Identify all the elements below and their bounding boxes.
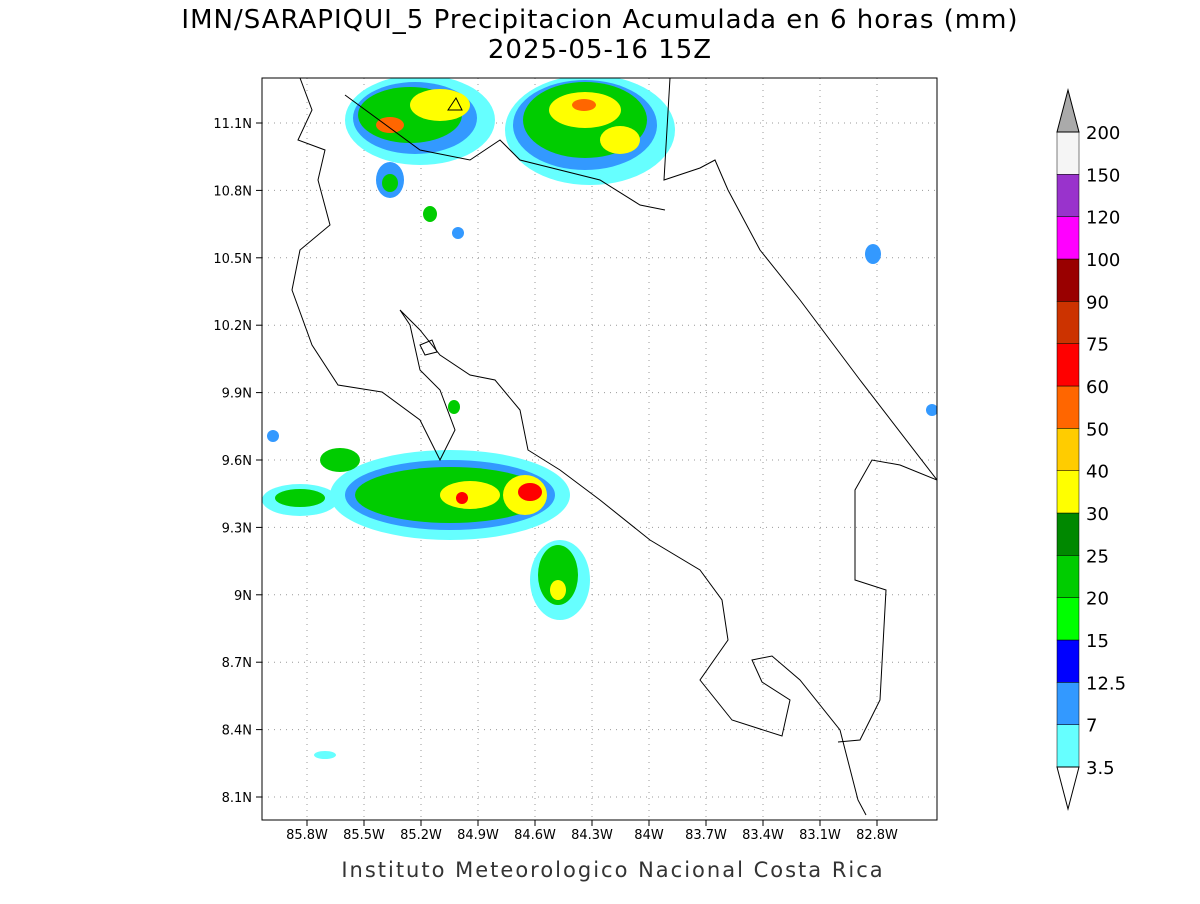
colorbar-label: 25 [1086, 546, 1109, 567]
colorbar-segment [1056, 724, 1080, 768]
lat-label: 8.7N [222, 656, 252, 671]
lon-label: 85.5W [343, 828, 385, 843]
lat-label: 10.8N [213, 184, 252, 199]
axis-ticks: 11.1N 10.8N 10.5N 10.2N 9.9N 9.6N 9.3N 9N 8.7N 8.… [213, 117, 898, 843]
colorbar-label: 120 [1086, 208, 1120, 229]
lon-label: 83.1W [799, 828, 841, 843]
colorbar-label: 20 [1086, 589, 1109, 610]
colorbar-segment [1056, 131, 1080, 175]
colorbar-segment [1056, 385, 1080, 429]
lat-label: 9N [234, 589, 252, 604]
colorbar-label: 40 [1086, 462, 1109, 483]
colorbar-label: 15 [1086, 631, 1109, 652]
lon-label: 84.6W [514, 828, 556, 843]
colorbar-label: 60 [1086, 377, 1109, 398]
colorbar-segment [1056, 682, 1080, 725]
lon-label: 82.8W [856, 828, 898, 843]
colorbar-segment [1056, 174, 1080, 217]
lon-label: 84.9W [457, 828, 499, 843]
lat-label: 8.1N [222, 791, 252, 806]
rain-north-east [505, 78, 675, 185]
lat-label: 8.4N [222, 724, 252, 739]
lon-label: 85.2W [400, 828, 442, 843]
precipitation [262, 78, 937, 759]
title: IMN/SARAPIQUI_5 Precipitacion Acumulada … [181, 5, 1018, 35]
lat-label: 9.9N [222, 387, 252, 402]
colorbar-segment [1056, 343, 1080, 387]
colorbar-over [1056, 88, 1080, 133]
colorbar-label: 150 [1086, 165, 1120, 186]
lon-label: 84.3W [571, 828, 613, 843]
lon-label: 84W [634, 828, 664, 843]
colorbar-label: 12.5 [1086, 673, 1126, 694]
colorbar-segment [1056, 216, 1080, 260]
lon-label: 83.4W [742, 828, 784, 843]
plot-frame [261, 77, 938, 821]
colorbar-label: 7 [1086, 716, 1097, 737]
lat-label: 9.3N [222, 521, 252, 536]
lon-label: 83.7W [685, 828, 727, 843]
colorbar-segment [1056, 428, 1080, 471]
colorbar-segment [1056, 597, 1080, 641]
lon-label: 85.8W [286, 828, 328, 843]
colorbar-segment [1056, 639, 1080, 683]
rain-north-west [345, 78, 495, 198]
colorbar-label: 50 [1086, 419, 1109, 440]
lat-label: 10.5N [213, 252, 252, 267]
footer: Instituto Meteorologico Nacional Costa R… [341, 858, 884, 882]
colorbar-label: 90 [1086, 292, 1109, 313]
colorbar-segment [1056, 555, 1080, 598]
colorbar-segment [1056, 470, 1080, 514]
colorbar-label: 75 [1086, 335, 1109, 356]
colorbar: 3.5 7 12.5 15 20 25 30 40 50 60 75 90 100 120 150 200 [1056, 88, 1126, 811]
rain-central [262, 448, 590, 620]
colorbar-label: 100 [1086, 250, 1120, 271]
colorbar-segment [1056, 301, 1080, 344]
rain-small [267, 206, 937, 759]
lat-label: 9.6N [222, 454, 252, 469]
colorbar-under [1056, 766, 1080, 811]
coastlines [291, 78, 937, 816]
colorbar-label: 200 [1086, 123, 1120, 144]
colorbar-segment [1056, 512, 1080, 556]
subtitle: 2025-05-16 15Z [488, 35, 712, 65]
colorbar-label: 3.5 [1086, 758, 1115, 779]
lat-label: 10.2N [213, 319, 252, 334]
lat-label: 11.1N [213, 117, 252, 132]
colorbar-label: 30 [1086, 504, 1109, 525]
grid [262, 78, 937, 820]
colorbar-segment [1056, 258, 1080, 302]
